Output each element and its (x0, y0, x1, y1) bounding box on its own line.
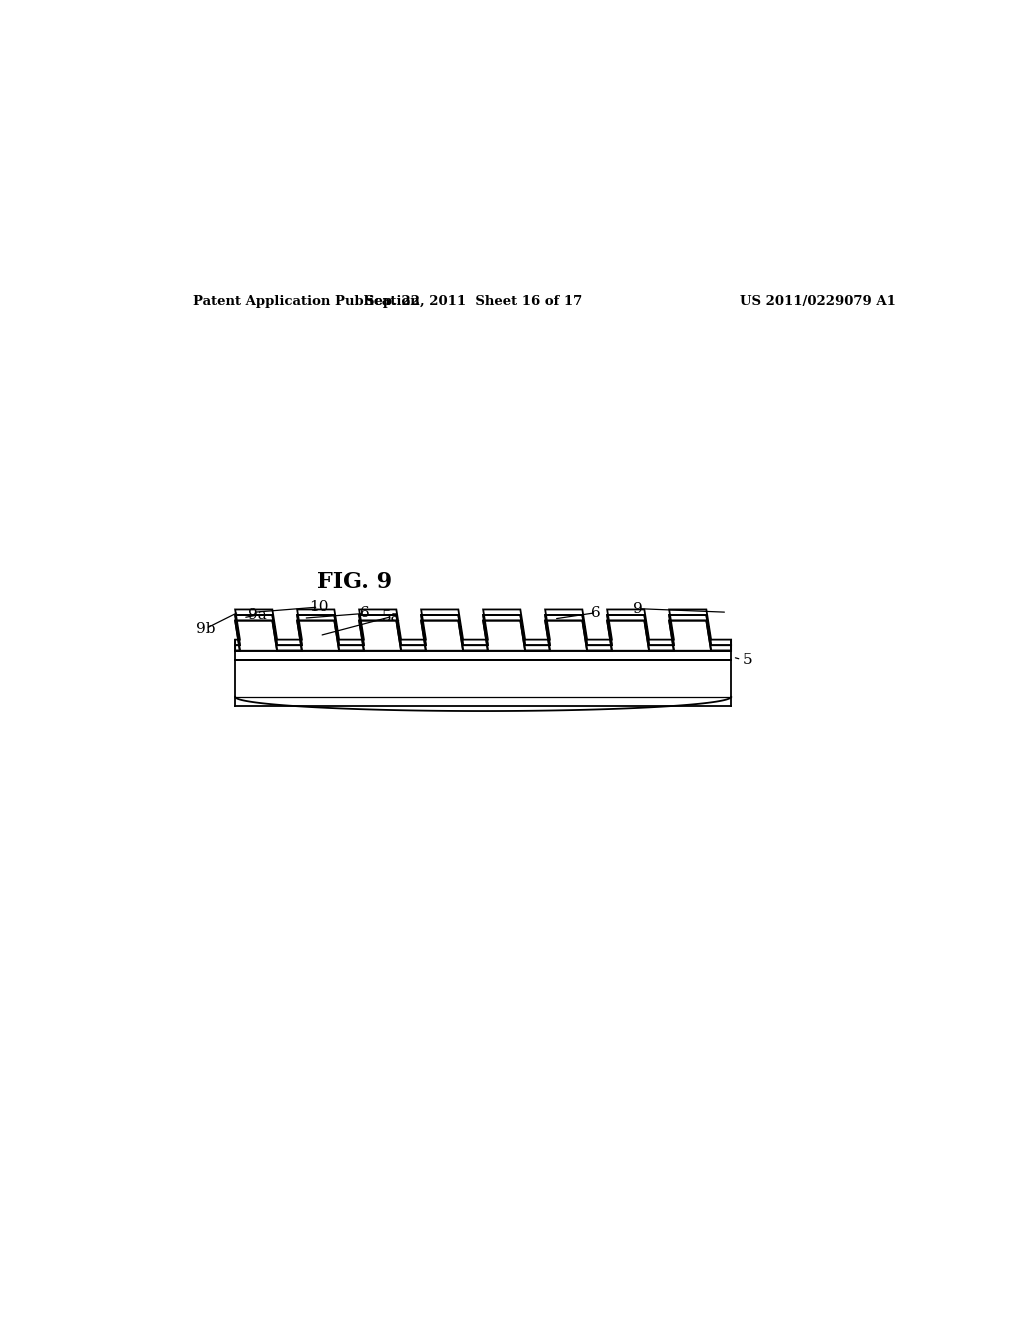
Text: 5: 5 (743, 653, 753, 667)
Text: 9: 9 (634, 602, 643, 615)
Text: Sep. 22, 2011  Sheet 16 of 17: Sep. 22, 2011 Sheet 16 of 17 (365, 296, 582, 308)
Text: 9b: 9b (196, 622, 215, 635)
Text: US 2011/0229079 A1: US 2011/0229079 A1 (740, 296, 896, 308)
Text: 10: 10 (308, 601, 329, 614)
Text: Patent Application Publication: Patent Application Publication (194, 296, 420, 308)
Text: 6: 6 (359, 606, 370, 620)
Text: 5a: 5a (382, 610, 400, 623)
Text: 6: 6 (591, 606, 601, 619)
Text: 9a: 9a (248, 609, 266, 622)
Text: FIG. 9: FIG. 9 (316, 572, 392, 594)
